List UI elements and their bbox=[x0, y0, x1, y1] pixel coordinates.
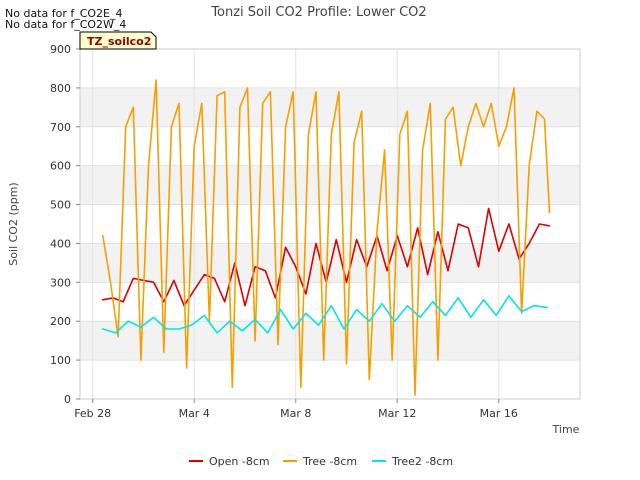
series-line-2 bbox=[102, 79, 551, 396]
legend-label-1: Open -8cm bbox=[209, 455, 270, 468]
y-tick-label: 400 bbox=[50, 237, 71, 250]
y-tick-label: 100 bbox=[50, 354, 71, 367]
series-line-3 bbox=[102, 295, 548, 334]
site-badge-box bbox=[79, 31, 157, 50]
y-tick-label: 0 bbox=[64, 393, 71, 406]
x-axis-label: Time bbox=[552, 423, 580, 436]
y-axis-label: Soil CO2 (ppm) bbox=[7, 182, 20, 265]
nodata-message-2: No data for f_CO2W_4 bbox=[5, 18, 127, 31]
legend-label-2: Tree -8cm bbox=[302, 455, 357, 468]
plot-band bbox=[80, 321, 580, 361]
plot-band bbox=[80, 204, 580, 244]
x-tick-label: Feb 28 bbox=[74, 407, 111, 420]
x-tick-label: Mar 8 bbox=[280, 407, 311, 420]
site-badge-label: TZ_soilco2 bbox=[87, 35, 151, 48]
legend-label-3: Tree2 -8cm bbox=[391, 455, 453, 468]
x-tick-label: Mar 4 bbox=[179, 407, 210, 420]
site-badge: TZ_soilco2 bbox=[79, 31, 157, 50]
y-tick-label: 600 bbox=[50, 160, 71, 173]
plot-band bbox=[80, 49, 580, 88]
y-tick-label: 700 bbox=[50, 121, 71, 134]
y-tick-label: 800 bbox=[50, 82, 71, 95]
nodata-message-1: No data for f_CO2E_4 bbox=[5, 7, 123, 20]
plot-frame bbox=[79, 48, 581, 400]
x-tick-label: Mar 12 bbox=[378, 407, 416, 420]
x-tick-label: Mar 16 bbox=[480, 407, 518, 420]
plot-band bbox=[80, 87, 580, 127]
y-tick-label: 200 bbox=[50, 315, 71, 328]
chart-title: Tonzi Soil CO2 Profile: Lower CO2 bbox=[210, 5, 426, 20]
axes: 0 100 200 300 400 500 600 700 800 900 Feb 28 Mar 4 M… bbox=[50, 43, 518, 420]
plot-band bbox=[80, 360, 580, 399]
series-layer bbox=[102, 79, 551, 396]
legend: Open -8cm Tree -8cm Tree2 -8cm bbox=[189, 455, 453, 468]
y-tick-label: 300 bbox=[50, 276, 71, 289]
y-tick-label: 500 bbox=[50, 199, 71, 212]
y-tick-label: 900 bbox=[50, 43, 71, 56]
